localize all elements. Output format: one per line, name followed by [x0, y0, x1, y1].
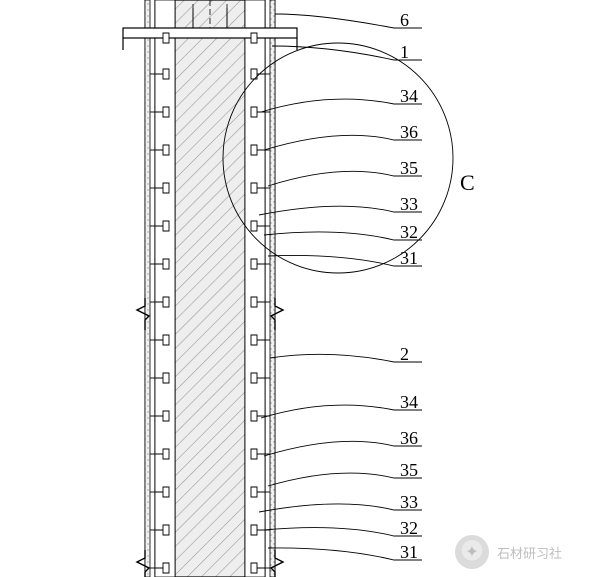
callout-label-36: 36 [400, 122, 418, 143]
callout-label-34b: 34 [400, 392, 418, 413]
watermark-text: 石材研习社 [497, 543, 562, 562]
callout-label-35: 35 [400, 158, 418, 179]
watermark-logo-icon: ✦ [455, 535, 489, 569]
callout-label-2: 2 [400, 344, 409, 365]
callout-label-35b: 35 [400, 460, 418, 481]
callout-label-31b: 31 [400, 542, 418, 563]
column-assembly [123, 0, 297, 577]
callout-label-33b: 33 [400, 492, 418, 513]
technical-drawing [0, 0, 594, 577]
callout-label-C: C [460, 170, 475, 196]
callout-label-32b: 32 [400, 518, 418, 539]
callout-label-1: 1 [400, 42, 409, 63]
watermark: ✦ 石材研习社 [455, 535, 562, 569]
callout-label-33: 33 [400, 194, 418, 215]
callout-label-36b: 36 [400, 428, 418, 449]
callout-label-34: 34 [400, 86, 418, 107]
callout-leaders [259, 14, 422, 560]
callout-label-31: 31 [400, 248, 418, 269]
callout-label-32: 32 [400, 222, 418, 243]
callout-label-6: 6 [400, 10, 409, 31]
